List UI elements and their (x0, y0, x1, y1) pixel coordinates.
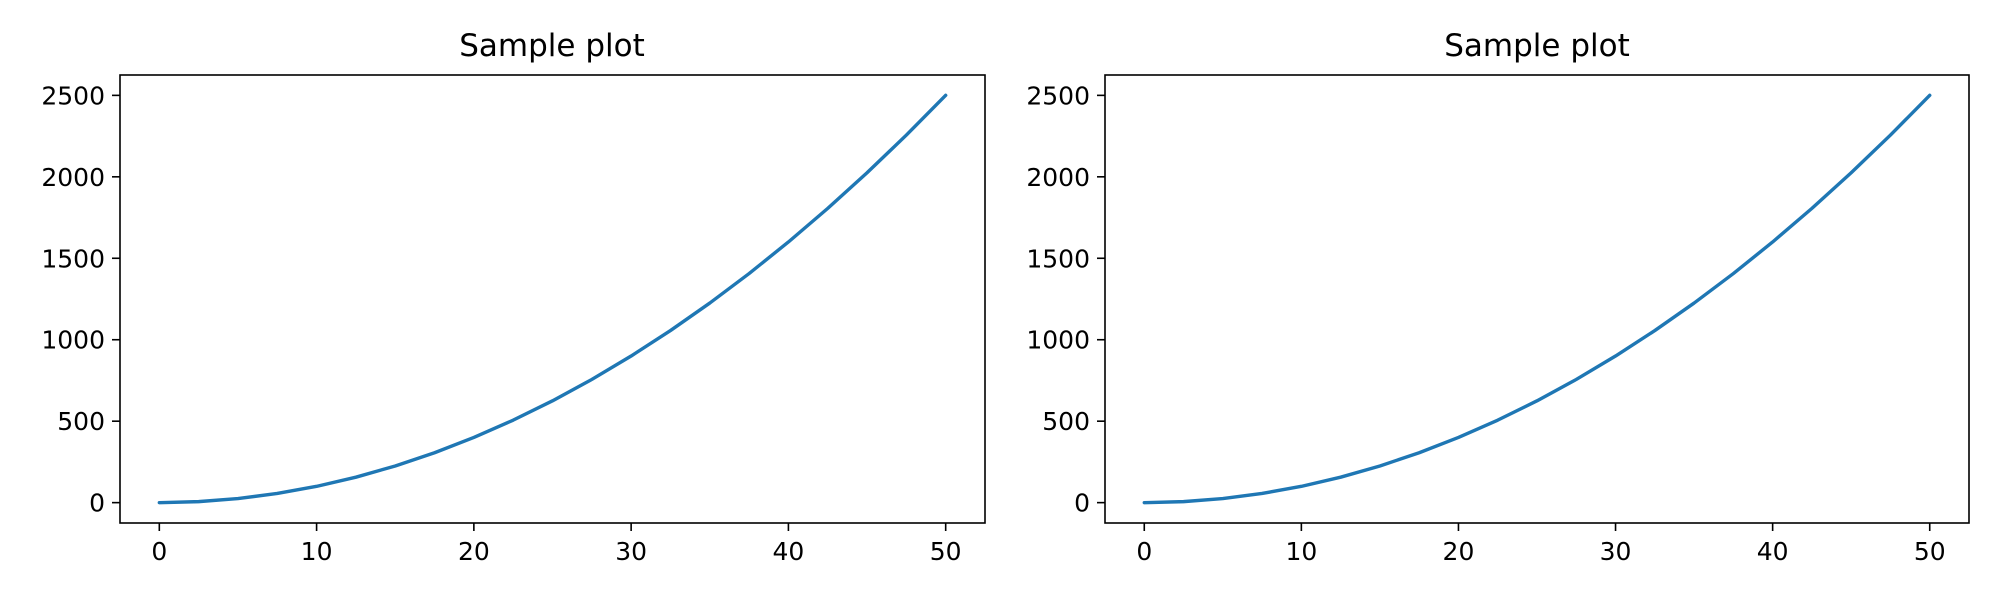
chart-title: Sample plot (1444, 28, 1630, 64)
plot-area (1142, 93, 1932, 505)
x-tick-label: 10 (301, 537, 333, 566)
x-tick-label: 50 (1914, 537, 1946, 566)
y-tick-label: 500 (1042, 407, 1090, 436)
y-tick-label: 500 (57, 407, 105, 436)
x-tick-label: 0 (1136, 537, 1152, 566)
x-axis: 0 10 20 30 40 50 (1136, 523, 1946, 566)
chart-title: Sample plot (459, 28, 645, 64)
x-tick-label: 30 (615, 537, 647, 566)
subplot-left: Sample plot 0 10 20 30 40 50 0 500 1000 1500 2000… (41, 28, 986, 566)
y-tick-label: 0 (89, 489, 105, 518)
y-tick-label: 1500 (41, 244, 105, 273)
x-axis: 0 10 20 30 40 50 (151, 523, 962, 566)
y-axis: 0 500 1000 1500 2000 2500 (41, 81, 120, 518)
axes-frame (119, 74, 986, 524)
y-tick-label: 1000 (1026, 326, 1090, 355)
y-tick-label: 1000 (41, 326, 105, 355)
y-axis: 0 500 1000 1500 2000 2500 (1026, 81, 1105, 518)
x-tick-label: 40 (773, 537, 805, 566)
x-tick-label: 40 (1757, 537, 1789, 566)
x-tick-label: 50 (930, 537, 962, 566)
y-tick-label: 1500 (1026, 244, 1090, 273)
y-tick-label: 2000 (1026, 163, 1090, 192)
subplot-right: Sample plot 0 10 20 30 40 50 0 500 1000 1500 2000… (1026, 28, 1970, 566)
y-tick-label: 2000 (41, 163, 105, 192)
x-tick-label: 0 (151, 537, 167, 566)
series-line (1142, 93, 1932, 505)
x-tick-label: 10 (1285, 537, 1317, 566)
y-tick-label: 2500 (1026, 81, 1090, 110)
y-tick-label: 0 (1074, 489, 1090, 518)
x-tick-label: 20 (1443, 537, 1475, 566)
axes-frame (1104, 74, 1970, 524)
series-line (157, 93, 948, 505)
plot-area (157, 93, 948, 505)
x-tick-label: 30 (1600, 537, 1632, 566)
y-tick-label: 2500 (41, 81, 105, 110)
x-tick-label: 20 (458, 537, 490, 566)
